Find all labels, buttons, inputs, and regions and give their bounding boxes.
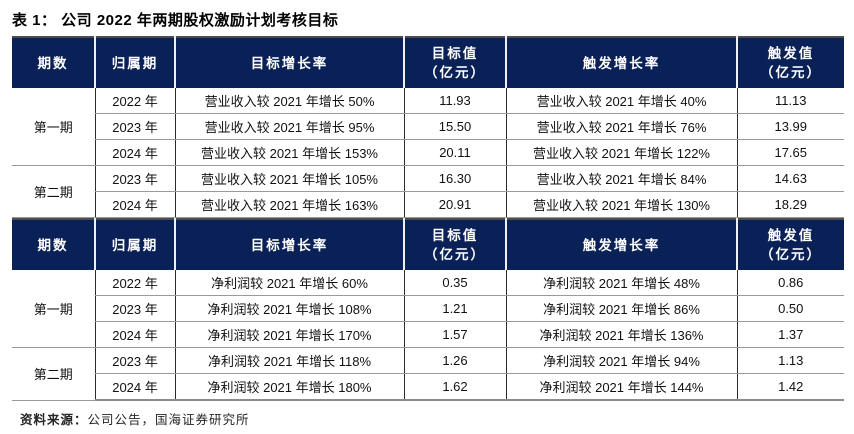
trigger-growth-cell: 净利润较 2021 年增长 136% (505, 321, 737, 348)
profit-targets-table: 期数 归属期 目标增长率 目标值 （亿元） 触发增长率 触发值 （亿元） 第一期 2022 年净利… (12, 218, 844, 401)
table-row: 2024 年营业收入较 2021 年增长 163% 20.91 营业收入较 2021… (12, 191, 844, 218)
year-cell: 2024 年 (94, 139, 175, 166)
table-row: 2024 年营业收入较 2021 年增长 153% 20.11 营业收入较 2021… (12, 139, 844, 166)
column-header: 归属期 (94, 37, 175, 88)
target-value-cell: 16.30 (403, 165, 506, 192)
target-value-cell: 20.91 (403, 191, 506, 218)
column-header: 期数 (12, 219, 95, 270)
trigger-value-cell: 18.29 (736, 191, 844, 218)
target-value-cell: 1.62 (403, 373, 506, 401)
column-header: 期数 (12, 37, 95, 88)
target-value-cell: 11.93 (403, 88, 506, 114)
tables-container: 期数 归属期 目标增长率 目标值 （亿元） 触发增长率 触发值 （亿元） 第一期 2022 年营业… (0, 36, 854, 401)
column-header: 目标增长率 (174, 219, 404, 270)
column-header: 目标值 （亿元） (403, 37, 506, 88)
table-title: 表 1： 公司 2022 年两期股权激励计划考核目标 (12, 12, 339, 29)
trigger-value-cell: 0.86 (736, 270, 844, 296)
period-cell: 第二期 (12, 347, 95, 401)
target-growth-cell: 净利润较 2021 年增长 118% (174, 347, 404, 374)
target-value-cell: 1.57 (403, 321, 506, 348)
table-row: 2024 年净利润较 2021 年增长 170% 1.57 净利润较 2021 年增… (12, 321, 844, 348)
trigger-value-cell: 1.42 (736, 373, 844, 401)
revenue-targets-table: 期数 归属期 目标增长率 目标值 （亿元） 触发增长率 触发值 （亿元） 第一期 2022 年营业… (12, 36, 844, 218)
period-cell: 第二期 (12, 165, 95, 218)
year-cell: 2022 年 (94, 88, 175, 114)
table-row: 第一期 2022 年净利润较 2021 年增长 60% 0.35 净利润较 2021 … (12, 270, 844, 348)
target-growth-cell: 净利润较 2021 年增长 60% (174, 270, 404, 296)
table-row: 第二期 2023 年营业收入较 2021 年增长 105% 16.30 营业收入较 2… (12, 165, 844, 218)
table-row: 2023 年净利润较 2021 年增长 108% 1.21 净利润较 2021 年增… (12, 295, 844, 322)
trigger-growth-cell: 营业收入较 2021 年增长 84% (505, 165, 737, 192)
target-growth-cell: 营业收入较 2021 年增长 105% (174, 165, 404, 192)
target-growth-cell: 营业收入较 2021 年增长 50% (174, 88, 404, 114)
year-cell: 2024 年 (94, 321, 175, 348)
year-cell: 2023 年 (94, 165, 175, 192)
year-cell: 2024 年 (94, 191, 175, 218)
target-value-cell: 0.35 (403, 270, 506, 296)
target-growth-cell: 营业收入较 2021 年增长 153% (174, 139, 404, 166)
column-header: 归属期 (94, 219, 175, 270)
trigger-value-cell: 1.37 (736, 321, 844, 348)
period-cell: 第一期 (12, 270, 95, 348)
year-cell: 2023 年 (94, 295, 175, 322)
table-row: 2024 年净利润较 2021 年增长 180% 1.62 净利润较 2021 年增… (12, 373, 844, 401)
table-row: 第一期 2022 年营业收入较 2021 年增长 50% 11.93 营业收入较 20… (12, 88, 844, 166)
year-cell: 2024 年 (94, 373, 175, 401)
target-growth-cell: 净利润较 2021 年增长 180% (174, 373, 404, 401)
header-row: 期数 归属期 目标增长率 目标值 （亿元） 触发增长率 触发值 （亿元） (12, 37, 844, 88)
year-cell: 2023 年 (94, 347, 175, 374)
year-cell: 2022 年 (94, 270, 175, 296)
trigger-growth-cell: 营业收入较 2021 年增长 130% (505, 191, 737, 218)
column-header: 触发增长率 (505, 219, 737, 270)
source-label: 资料来源： (20, 413, 88, 427)
trigger-value-cell: 11.13 (736, 88, 844, 114)
target-value-cell: 20.11 (403, 139, 506, 166)
trigger-value-cell: 14.63 (736, 165, 844, 192)
column-header: 触发增长率 (505, 37, 737, 88)
source-note: 资料来源：公司公告，国海证券研究所 (0, 401, 854, 428)
target-growth-cell: 营业收入较 2021 年增长 163% (174, 191, 404, 218)
source-text: 公司公告，国海证券研究所 (87, 413, 250, 427)
trigger-growth-cell: 净利润较 2021 年增长 86% (505, 295, 737, 322)
header-row: 期数 归属期 目标增长率 目标值 （亿元） 触发增长率 触发值 （亿元） (12, 219, 844, 270)
column-header: 触发值 （亿元） (736, 37, 844, 88)
trigger-value-cell: 13.99 (736, 113, 844, 140)
trigger-growth-cell: 净利润较 2021 年增长 144% (505, 373, 737, 401)
target-growth-cell: 营业收入较 2021 年增长 95% (174, 113, 404, 140)
target-value-cell: 1.26 (403, 347, 506, 374)
trigger-value-cell: 17.65 (736, 139, 844, 166)
target-growth-cell: 净利润较 2021 年增长 108% (174, 295, 404, 322)
period-cell: 第一期 (12, 88, 95, 166)
column-header: 目标值 （亿元） (403, 219, 506, 270)
target-growth-cell: 净利润较 2021 年增长 170% (174, 321, 404, 348)
trigger-value-cell: 1.13 (736, 347, 844, 374)
trigger-value-cell: 0.50 (736, 295, 844, 322)
column-header: 触发值 （亿元） (736, 219, 844, 270)
table-row: 2023 年营业收入较 2021 年增长 95% 15.50 营业收入较 2021 … (12, 113, 844, 140)
column-header: 目标增长率 (174, 37, 404, 88)
trigger-growth-cell: 营业收入较 2021 年增长 40% (505, 88, 737, 114)
target-value-cell: 1.21 (403, 295, 506, 322)
trigger-growth-cell: 净利润较 2021 年增长 48% (505, 270, 737, 296)
table-row: 第二期 2023 年净利润较 2021 年增长 118% 1.26 净利润较 2021… (12, 347, 844, 401)
trigger-growth-cell: 营业收入较 2021 年增长 122% (505, 139, 737, 166)
year-cell: 2023 年 (94, 113, 175, 140)
trigger-growth-cell: 净利润较 2021 年增长 94% (505, 347, 737, 374)
target-value-cell: 15.50 (403, 113, 506, 140)
trigger-growth-cell: 营业收入较 2021 年增长 76% (505, 113, 737, 140)
